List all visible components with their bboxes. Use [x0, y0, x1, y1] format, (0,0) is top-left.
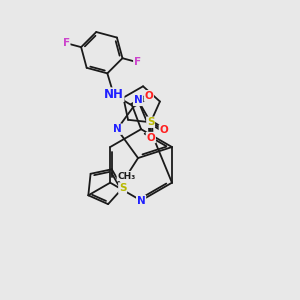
- Text: N: N: [137, 196, 146, 206]
- Text: S: S: [119, 183, 126, 193]
- Text: CH₃: CH₃: [117, 172, 136, 181]
- Text: F: F: [134, 57, 141, 67]
- Text: N: N: [134, 95, 142, 105]
- Text: O: O: [159, 125, 168, 135]
- Text: F: F: [63, 38, 70, 48]
- Text: N: N: [113, 124, 122, 134]
- Text: S: S: [147, 117, 154, 127]
- Text: O: O: [146, 133, 155, 142]
- Text: NH: NH: [104, 88, 124, 101]
- Text: O: O: [145, 91, 153, 101]
